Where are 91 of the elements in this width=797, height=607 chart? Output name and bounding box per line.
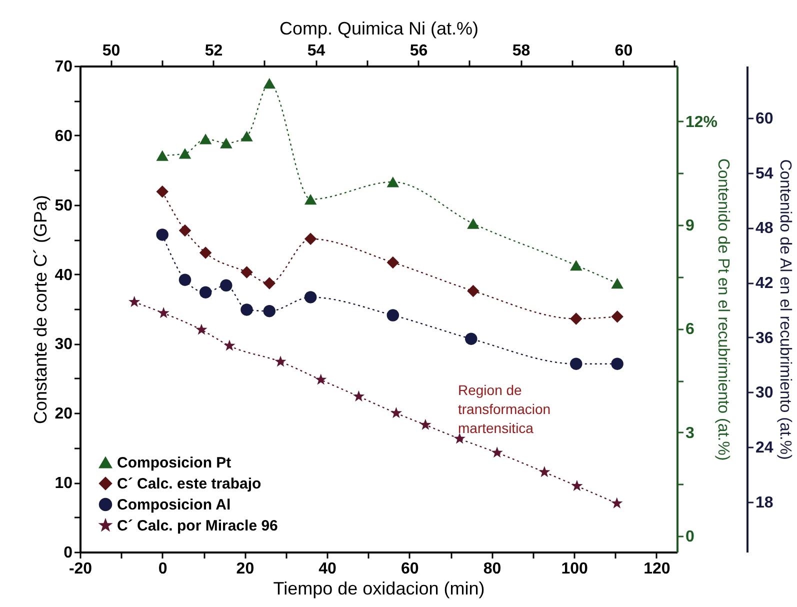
annotation: Region de transformacion martensitica — [458, 382, 551, 436]
point — [386, 256, 400, 269]
y-tick-label: 20 — [54, 406, 73, 423]
y-tick-label: 40 — [54, 266, 73, 284]
point — [156, 228, 168, 241]
x-tick-label: 120 — [644, 560, 670, 578]
legend-label: C´ Calc. por Miracle 96 — [117, 518, 278, 534]
point — [386, 309, 400, 322]
y2-axis-title: Contenido de Pt en el recubrimiento (at.%) — [714, 158, 732, 461]
y3-axis-title: Contenido de Al en el recubrimiento (at.%) — [776, 159, 794, 460]
point — [240, 130, 253, 142]
point — [158, 307, 170, 318]
point — [611, 358, 624, 370]
x2-tick-label: 60 — [614, 42, 633, 60]
y-tick-label: 0 — [64, 544, 73, 562]
point — [304, 291, 317, 304]
x2-tick-label: 56 — [410, 42, 428, 60]
point — [304, 194, 317, 205]
point — [570, 312, 582, 325]
point — [199, 286, 212, 298]
x-tick-label: -20 — [68, 560, 92, 578]
y3-tick-label: 36 — [756, 330, 774, 347]
point — [611, 278, 624, 289]
point — [611, 497, 623, 508]
y-tick-label: 30 — [54, 336, 73, 354]
point — [263, 304, 276, 318]
point — [304, 232, 317, 245]
point — [240, 304, 253, 316]
y3-tick-label: 54 — [756, 165, 774, 182]
legend-label: C´ Calc. este trabajo — [117, 476, 262, 492]
y2-tick-label: 12% — [686, 114, 718, 131]
x-tick-label: 80 — [483, 560, 502, 578]
point — [454, 432, 466, 444]
y-tick-label: 10 — [54, 475, 73, 492]
x2-tick-label: 58 — [512, 42, 530, 60]
point — [224, 340, 236, 351]
point — [220, 279, 232, 292]
point — [420, 418, 432, 430]
point — [128, 296, 140, 308]
point — [467, 218, 480, 229]
point — [570, 358, 582, 370]
point — [465, 332, 478, 345]
point — [467, 284, 480, 298]
point — [263, 277, 276, 290]
y-tick-label: 70 — [54, 58, 73, 76]
point — [199, 134, 212, 144]
y3-tick-label: 60 — [756, 110, 774, 128]
point — [352, 390, 365, 402]
point — [538, 466, 550, 478]
legend-label: Composicion Pt — [117, 454, 232, 472]
y-tick-label: 50 — [54, 197, 73, 214]
x2-tick-label: 52 — [204, 42, 223, 60]
point — [156, 186, 168, 198]
x2-tick-label: 50 — [102, 42, 120, 60]
y-axis-title: Constante de corte C´ (GPa) — [30, 194, 51, 424]
point — [156, 150, 168, 161]
x-axis-title: Tiempo de oxidacion (min) — [273, 578, 485, 598]
y3-tick-label: 18 — [756, 494, 774, 512]
y-tick-label: 60 — [54, 128, 73, 145]
point — [199, 246, 212, 259]
point — [491, 446, 503, 458]
legend-label: Composicion Al — [117, 496, 231, 514]
y3-tick-label: 30 — [756, 384, 774, 402]
point — [390, 407, 402, 418]
point — [386, 176, 400, 188]
point — [178, 224, 192, 237]
x-tick-label: 100 — [561, 560, 588, 578]
point — [315, 374, 327, 385]
point — [274, 356, 286, 367]
point — [196, 324, 208, 335]
y2-tick-label: 9 — [686, 218, 694, 235]
y2-tick-label: 6 — [686, 321, 694, 338]
x2-tick-label: 54 — [307, 42, 326, 60]
point — [178, 274, 192, 286]
x-tick-label: 40 — [318, 560, 337, 578]
point — [220, 138, 232, 148]
y2-tick-label: 3 — [686, 424, 694, 442]
point — [263, 78, 276, 89]
x-tick-label: 60 — [400, 560, 419, 578]
point — [571, 480, 583, 492]
y3-tick-label: 42 — [756, 275, 774, 292]
y3-tick-label: 48 — [756, 220, 774, 238]
x2-axis-title: Comp. Quimica Ni (at.%) — [279, 18, 479, 38]
y3-tick-label: 24 — [756, 439, 774, 456]
point — [570, 260, 582, 271]
point — [178, 148, 192, 159]
y2-tick-label: 0 — [686, 528, 694, 546]
point — [240, 266, 253, 278]
point — [611, 310, 624, 323]
x-tick-label: 20 — [236, 560, 254, 578]
x-tick-label: 0 — [158, 560, 168, 578]
